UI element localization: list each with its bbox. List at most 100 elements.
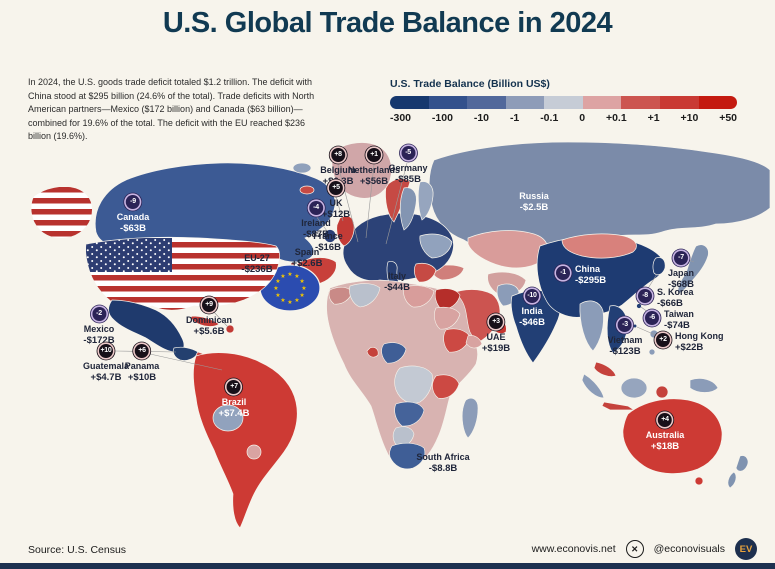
island-new-guinea bbox=[689, 378, 719, 393]
country-philippines bbox=[655, 340, 663, 348]
country-angola bbox=[394, 401, 425, 427]
legend-segment bbox=[621, 96, 660, 109]
legend-title: U.S. Trade Balance (Billion US$) bbox=[390, 78, 550, 90]
us-alaska-flag bbox=[31, 186, 93, 239]
legend-segment bbox=[467, 96, 506, 109]
legend: U.S. Trade Balance (Billion US$) -300 -10… bbox=[390, 78, 737, 124]
country-uk bbox=[336, 215, 355, 247]
south-america-base bbox=[193, 352, 298, 529]
social-handle[interactable]: @econovisuals bbox=[653, 543, 725, 555]
country-egypt bbox=[434, 288, 461, 310]
footer-links: www.econovis.net ✕ @econovisuals EV bbox=[532, 538, 757, 560]
country-south-korea bbox=[652, 257, 666, 276]
country-mongolia bbox=[561, 233, 637, 259]
eu-star-icon: ★ bbox=[294, 273, 299, 280]
eu-star-icon: ★ bbox=[280, 273, 285, 280]
continent-africa bbox=[326, 279, 483, 470]
legend-tick: 0 bbox=[579, 112, 586, 124]
island-greenland bbox=[331, 142, 392, 199]
country-australia bbox=[622, 398, 723, 474]
continent-oceania bbox=[622, 398, 749, 489]
legend-tick: -0.1 bbox=[540, 112, 559, 124]
legend-tick: -100 bbox=[431, 112, 453, 124]
country-new-zealand bbox=[727, 471, 737, 489]
legend-segment bbox=[428, 96, 468, 109]
eu-star-icon: ★ bbox=[299, 292, 304, 299]
region-central-asia bbox=[467, 230, 548, 269]
country-new-zealand bbox=[735, 455, 749, 472]
legend-segment bbox=[582, 96, 622, 109]
country-finland bbox=[417, 181, 434, 221]
bottom-accent-bar bbox=[0, 563, 775, 569]
country-sweden bbox=[399, 187, 417, 231]
leader-lines bbox=[114, 162, 695, 371]
country-ireland bbox=[323, 229, 337, 243]
page-title: U.S. Global Trade Balance in 2024 bbox=[162, 7, 613, 39]
country-somalia bbox=[465, 335, 483, 349]
country-iceland bbox=[299, 185, 315, 195]
legend-tick: +10 bbox=[680, 112, 699, 124]
legend-tick: -10 bbox=[473, 112, 490, 124]
eu-star-icon: ★ bbox=[280, 297, 285, 304]
legend-tick: -300 bbox=[390, 112, 412, 124]
region-balkans bbox=[413, 262, 437, 283]
website-link[interactable]: www.econovis.net bbox=[531, 543, 616, 555]
x-twitter-icon: ✕ bbox=[625, 540, 644, 558]
country-philippines bbox=[648, 348, 656, 356]
eu-star-icon: ★ bbox=[275, 292, 280, 299]
intro-paragraph: In 2024, the U.S. goods trade deficit to… bbox=[28, 77, 315, 141]
eu-star-icon: ★ bbox=[287, 299, 292, 306]
country-algeria bbox=[349, 283, 381, 308]
legend-tick: +0.1 bbox=[605, 112, 627, 124]
island-sulawesi bbox=[655, 385, 669, 399]
country-libya bbox=[403, 285, 435, 308]
legend-bar bbox=[390, 96, 737, 109]
country-sudan bbox=[434, 306, 461, 330]
source-note: Source: U.S. Census bbox=[28, 544, 127, 556]
island-tasmania bbox=[694, 476, 704, 486]
eu-star-icon: ★ bbox=[294, 297, 299, 304]
country-japan bbox=[677, 244, 709, 295]
country-nigeria bbox=[381, 342, 407, 364]
legend-segment bbox=[698, 96, 737, 109]
region-guatemala-honduras bbox=[172, 346, 199, 361]
country-dr-congo bbox=[394, 365, 433, 404]
country-myanmar-thailand bbox=[579, 300, 604, 352]
island-sumatra bbox=[581, 373, 605, 399]
island-borneo bbox=[620, 377, 648, 399]
continent-asia bbox=[428, 141, 771, 411]
region-eastern-europe bbox=[419, 233, 453, 259]
eu-star-icon: ★ bbox=[299, 278, 304, 285]
country-ghana bbox=[366, 347, 379, 358]
eu-star-icon: ★ bbox=[275, 278, 280, 285]
country-philippines bbox=[649, 329, 659, 339]
canada-arctic-island bbox=[292, 162, 312, 174]
country-bolivia bbox=[212, 404, 244, 432]
island-java bbox=[601, 401, 636, 411]
legend-tick: +50 bbox=[719, 112, 737, 124]
continent-south-america bbox=[193, 352, 298, 529]
legend-ticks: -300 -100 -10 -1 -0.1 0 +0.1 +1 +10 +50 bbox=[390, 112, 737, 124]
eu-star-icon: ★ bbox=[287, 271, 292, 278]
eu-star-icon: ★ bbox=[301, 285, 306, 292]
country-vietnam bbox=[606, 305, 628, 354]
econovisuals-logo: EV bbox=[735, 538, 757, 560]
country-uae-oman bbox=[490, 317, 507, 334]
country-uruguay bbox=[246, 444, 262, 460]
legend-segment bbox=[659, 96, 699, 109]
country-south-africa bbox=[389, 442, 426, 470]
country-cuba bbox=[190, 315, 220, 327]
legend-segment bbox=[544, 96, 583, 109]
eu-star-icon: ★ bbox=[273, 285, 278, 292]
country-russia bbox=[428, 141, 771, 250]
region-hong-kong bbox=[632, 323, 638, 329]
legend-segment bbox=[505, 96, 545, 109]
country-tanzania bbox=[432, 374, 460, 399]
legend-segment bbox=[390, 96, 429, 109]
country-ethiopia bbox=[443, 328, 471, 353]
legend-tick: +1 bbox=[647, 112, 660, 124]
country-morocco bbox=[328, 286, 353, 305]
island-madagascar bbox=[461, 397, 479, 439]
legend-tick: -1 bbox=[509, 112, 520, 124]
